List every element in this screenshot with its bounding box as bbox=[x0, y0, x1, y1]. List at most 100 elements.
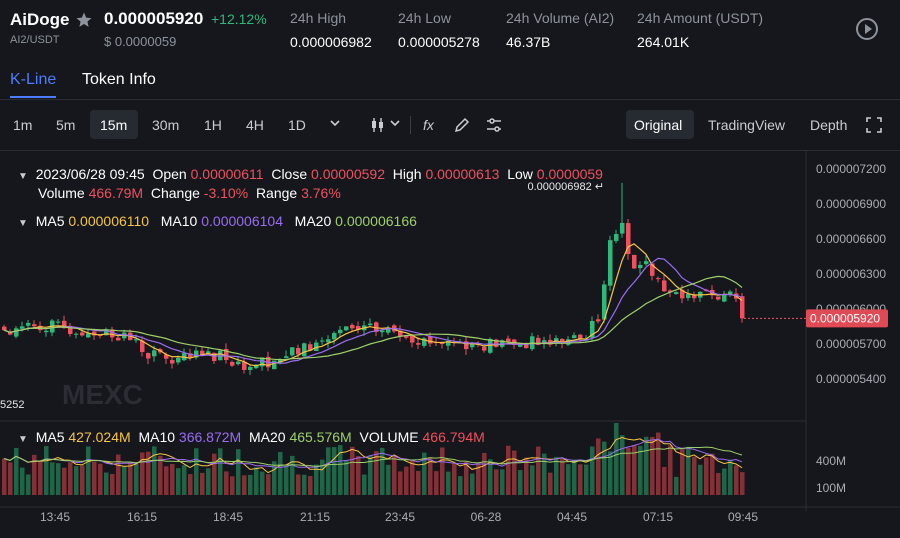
volume-bar bbox=[728, 459, 733, 495]
volume-bar bbox=[146, 451, 151, 495]
ma10-label: MA10 bbox=[160, 213, 198, 229]
volume-bar bbox=[302, 474, 307, 495]
candle-body bbox=[284, 356, 289, 359]
interval-1h[interactable]: 1H bbox=[204, 117, 222, 133]
divider bbox=[0, 150, 900, 151]
candle-body bbox=[554, 338, 559, 343]
volume-bar bbox=[344, 460, 349, 495]
interval-30m[interactable]: 30m bbox=[152, 117, 180, 133]
volume-bar bbox=[212, 453, 217, 495]
collapse-caret-icon[interactable]: ▼ bbox=[18, 434, 28, 445]
volume-bar bbox=[74, 466, 79, 495]
candle-body bbox=[356, 326, 361, 330]
volume-bar bbox=[110, 474, 115, 495]
volume-bar bbox=[530, 465, 535, 495]
kline-chart[interactable]: MEXC 0.000006982 ↵ 5252 0.000007200 0.0000… bbox=[0, 151, 900, 538]
vol-volume-label: VOLUME bbox=[359, 429, 419, 445]
legend-low: 0.0000059 bbox=[536, 166, 603, 182]
candle-body bbox=[68, 325, 73, 335]
volume-bar bbox=[242, 475, 247, 495]
favorite-star-icon[interactable] bbox=[75, 11, 93, 29]
volume-bar bbox=[668, 445, 673, 495]
play-icon[interactable] bbox=[856, 18, 878, 40]
candle-body bbox=[680, 289, 685, 299]
volume-ma5-line bbox=[3, 436, 743, 474]
volume-bar bbox=[482, 452, 487, 495]
volume-bar bbox=[356, 456, 361, 495]
volume-bar bbox=[740, 472, 745, 495]
volume-bar bbox=[200, 472, 205, 495]
pencil-draw-icon[interactable] bbox=[452, 115, 472, 135]
collapse-caret-icon[interactable]: ▼ bbox=[18, 171, 28, 182]
candle-body bbox=[176, 357, 181, 363]
volume-bar bbox=[182, 465, 187, 495]
tab-kline[interactable]: K-Line bbox=[10, 71, 57, 88]
price-tick-label: 0.000006900 bbox=[816, 197, 886, 211]
legend-range: 3.76% bbox=[301, 185, 341, 201]
volume-bar bbox=[452, 463, 457, 495]
volume-bar bbox=[476, 464, 481, 495]
candle-body bbox=[482, 346, 487, 351]
indicator-fx-icon[interactable]: fx bbox=[421, 115, 441, 135]
candle-body bbox=[410, 335, 415, 343]
candle-body bbox=[674, 292, 679, 294]
interval-15m[interactable]: 15m bbox=[100, 117, 128, 133]
volume-bar bbox=[368, 455, 373, 495]
volume-bar bbox=[14, 447, 19, 495]
time-tick-label: 23:45 bbox=[385, 510, 415, 524]
candlestick-type-icon[interactable] bbox=[369, 115, 389, 135]
volume-bar bbox=[398, 471, 403, 495]
candle-body bbox=[98, 334, 103, 337]
candle-body bbox=[80, 332, 85, 336]
interval-1d[interactable]: 1D bbox=[288, 117, 306, 133]
volume-bar bbox=[248, 474, 253, 495]
settings-sliders-icon[interactable] bbox=[484, 115, 504, 135]
price-tick-label: 0.000006600 bbox=[816, 232, 886, 246]
candle-body bbox=[8, 331, 13, 335]
volume-bar bbox=[434, 471, 439, 495]
volume-bar bbox=[416, 470, 421, 495]
chevron-down-icon[interactable] bbox=[329, 117, 341, 129]
candle-body bbox=[656, 278, 661, 280]
tab-token-info[interactable]: Token Info bbox=[82, 71, 156, 88]
volume-bar bbox=[134, 462, 139, 495]
mode-original[interactable]: Original bbox=[634, 117, 683, 133]
legend-high-label: High bbox=[392, 166, 422, 182]
candle-body bbox=[260, 357, 265, 367]
legend-open: 0.00000611 bbox=[190, 166, 264, 182]
mode-tradingview[interactable]: TradingView bbox=[708, 117, 786, 133]
ohlc-legend-row2: Volume 466.79M Change -3.10% Range 3.76% bbox=[38, 185, 341, 201]
volume-bar bbox=[140, 452, 145, 495]
candle-body bbox=[536, 337, 541, 345]
ma5-label: MA5 bbox=[35, 213, 65, 229]
chevron-down-icon[interactable] bbox=[389, 117, 401, 129]
volume-bar bbox=[38, 460, 43, 495]
volume-bar bbox=[320, 459, 325, 495]
collapse-caret-icon[interactable]: ▼ bbox=[18, 218, 28, 229]
price-tick-label: 0.000005700 bbox=[816, 337, 886, 351]
vol-volume-value: 466.794M bbox=[422, 429, 485, 445]
volume-bar bbox=[2, 458, 7, 495]
candle-body bbox=[368, 323, 373, 326]
volume-bar bbox=[542, 453, 547, 495]
active-mode-highlight bbox=[626, 110, 694, 139]
volume-bar bbox=[596, 438, 601, 495]
candle-body bbox=[56, 321, 61, 323]
volume-bar bbox=[236, 449, 241, 495]
last-price: 0.000005920 bbox=[104, 9, 204, 28]
interval-1m[interactable]: 1m bbox=[13, 117, 33, 133]
mode-depth[interactable]: Depth bbox=[810, 117, 848, 133]
stat-value-amount: 264.01K bbox=[637, 34, 690, 50]
fullscreen-icon[interactable] bbox=[864, 115, 884, 135]
candle-body bbox=[20, 326, 25, 329]
volume-bar bbox=[290, 455, 295, 495]
interval-5m[interactable]: 5m bbox=[56, 117, 76, 133]
interval-4h[interactable]: 4H bbox=[246, 117, 264, 133]
candle-body bbox=[14, 328, 19, 337]
candle-body bbox=[272, 360, 277, 370]
legend-close: 0.00000592 bbox=[311, 166, 385, 182]
candle-body bbox=[242, 361, 247, 370]
candle-body bbox=[638, 264, 643, 269]
volume-bar bbox=[56, 463, 61, 495]
volume-bar bbox=[566, 464, 571, 495]
